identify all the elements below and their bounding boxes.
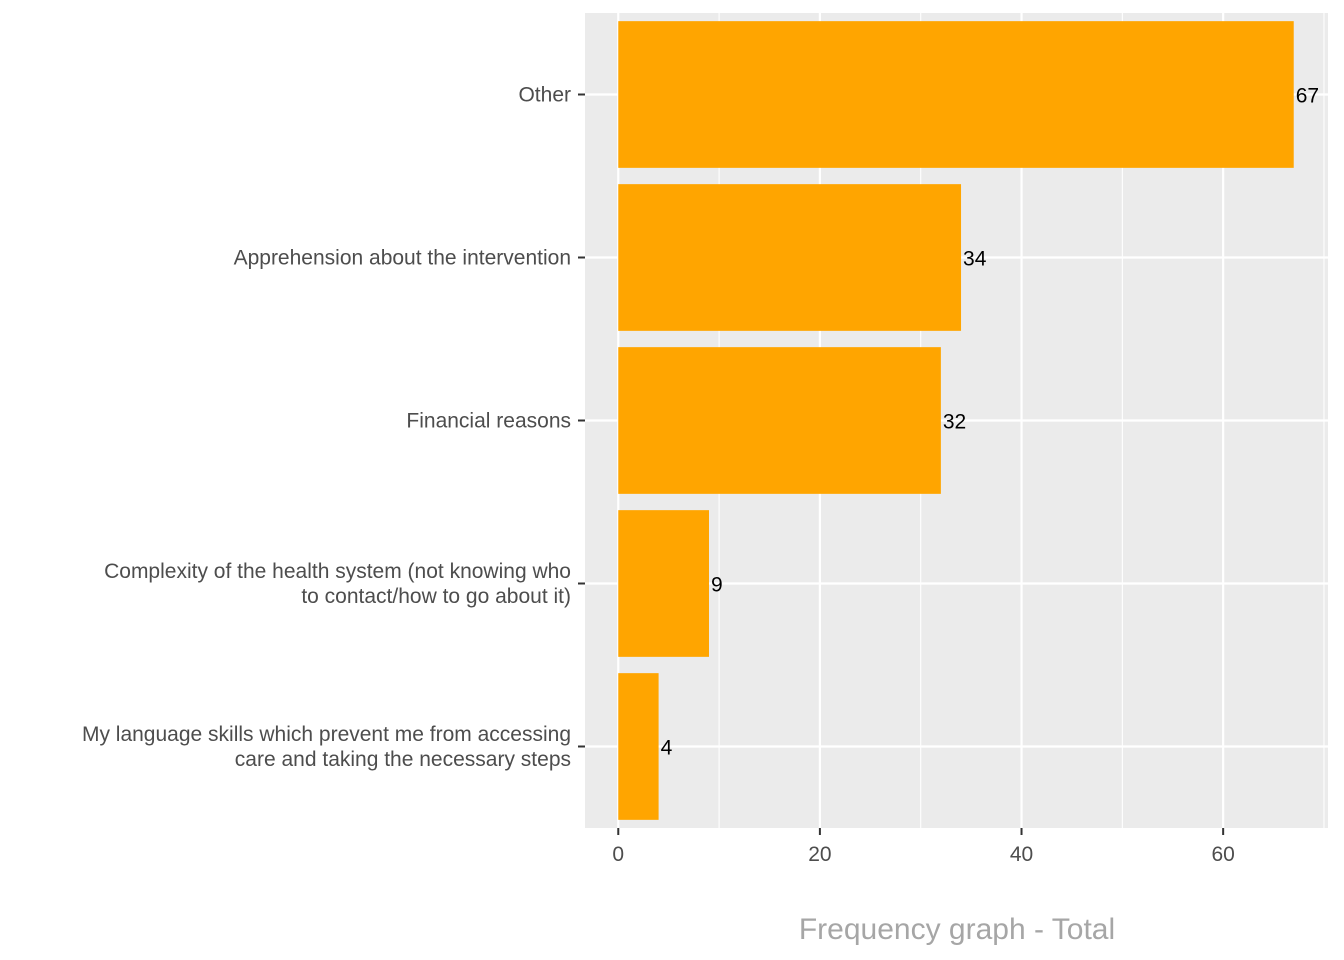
- bar-value-label: 67: [1296, 85, 1319, 108]
- x-axis: 0 20 40 60: [612, 828, 1235, 866]
- bar: [618, 673, 659, 820]
- bar: [618, 347, 941, 494]
- x-tick-label: 60: [1211, 843, 1234, 866]
- bar-value-label: 4: [661, 737, 673, 760]
- bar: [618, 21, 1294, 168]
- bar-value-label: 9: [711, 574, 723, 597]
- y-axis: Other Apprehension about the intervention…: [82, 84, 585, 771]
- x-tick-label: 40: [1010, 843, 1033, 866]
- bar-value-label: 34: [963, 248, 987, 271]
- x-tick-label: 20: [808, 843, 831, 866]
- category-label: Apprehension about the intervention: [234, 247, 571, 270]
- bar: [618, 510, 710, 657]
- data-labels: 67 34 32 9 4: [661, 85, 1319, 760]
- x-tick-label: 0: [612, 843, 624, 866]
- bar-value-label: 32: [943, 411, 966, 434]
- bars: [618, 21, 1294, 820]
- category-label: My language skills which prevent me from…: [82, 723, 571, 771]
- bar: [618, 184, 962, 331]
- category-label: Other: [518, 84, 571, 107]
- category-label: Complexity of the health system (not kno…: [104, 560, 571, 608]
- chart-caption: Frequency graph - Total: [799, 913, 1115, 946]
- category-label: Financial reasons: [406, 410, 571, 433]
